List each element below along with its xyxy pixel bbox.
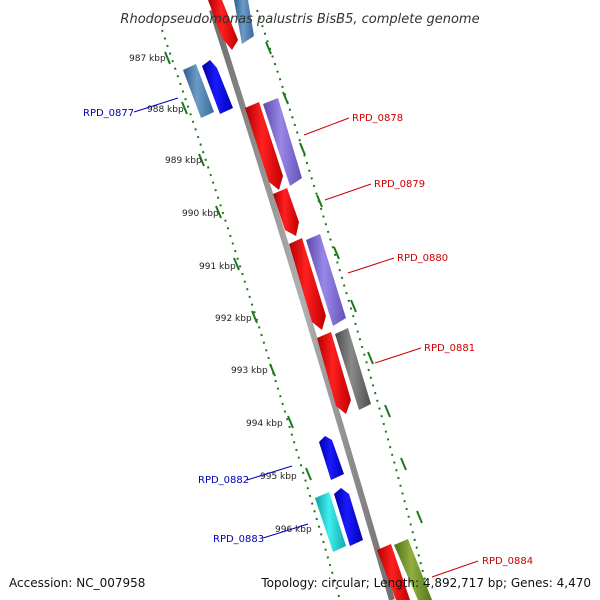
gene-arrow-rpd-0878-purple[interactable] [263, 98, 302, 186]
outer-tick-marks [265, 41, 423, 524]
gene-arrow-rpd-0883-cyan[interactable] [315, 492, 346, 552]
leader-rpd-0882 [246, 465, 293, 481]
gene-label-rpd-0883[interactable]: RPD_0883 [213, 534, 264, 545]
tick-label-994: 994 kbp [246, 419, 283, 429]
gene-arrow-rpd-0884[interactable] [377, 544, 410, 600]
tick-label-991: 991 kbp [199, 262, 236, 272]
tick-mark-987 [164, 51, 171, 65]
label-leaders [133, 97, 479, 578]
outer-ring-dotted [256, 9, 431, 600]
leader-rpd-0884 [431, 560, 479, 578]
tick-label-987: 987 kbp [129, 54, 166, 64]
gene-arrow-top-red[interactable] [208, 0, 238, 50]
tick-mark-995 [305, 467, 312, 481]
gene-arrow-rpd-0877[interactable] [202, 60, 233, 114]
tick-label-993: 993 kbp [231, 366, 268, 376]
gene-features [183, 0, 432, 600]
tick-label-990: 990 kbp [182, 209, 219, 219]
tick-mark-994 [287, 415, 294, 429]
gene-arrow-rpd-0880-purple[interactable] [306, 234, 346, 326]
leader-rpd-0877 [133, 97, 179, 113]
tick-mark-990 [215, 205, 222, 219]
gene-arrow-rpd-0880[interactable] [289, 238, 326, 330]
tick-label-992: 992 kbp [215, 314, 252, 324]
gene-labels: RPD_0877 RPD_0878 RPD_0879 RPD_0880 RPD_… [83, 108, 533, 567]
tick-mark-988 [181, 101, 188, 115]
accession-text: Accession: NC_007958 [9, 576, 145, 590]
genome-backbone [209, 9, 395, 600]
gene-arrow-rpd-0878[interactable] [245, 102, 283, 190]
gene-arrow-rpd-0879[interactable] [273, 188, 299, 236]
gene-label-rpd-0881[interactable]: RPD_0881 [424, 343, 475, 354]
leader-rpd-0880 [347, 257, 395, 274]
tick-label-989: 989 kbp [165, 156, 202, 166]
leader-rpd-0878 [303, 117, 350, 136]
genome-summary-text: Topology: circular; Length: 4,892,717 bp… [260, 576, 591, 590]
gene-label-rpd-0880[interactable]: RPD_0880 [397, 253, 448, 264]
tick-label-988: 988 kbp [147, 105, 184, 115]
tick-mark-993 [269, 363, 276, 377]
tick-labels: 987 kbp 988 kbp 989 kbp 990 kbp 991 kbp … [129, 54, 312, 535]
gene-arrow-rpd-0877-steel[interactable] [183, 64, 214, 118]
gene-arrow-rpd-0881-gray[interactable] [335, 328, 371, 410]
leader-rpd-0883 [262, 523, 309, 539]
gene-arrow-top-steel[interactable] [234, 0, 254, 44]
tick-mark-992 [251, 310, 258, 324]
gene-label-rpd-0884[interactable]: RPD_0884 [482, 556, 533, 567]
inner-ring-dotted [161, 29, 341, 600]
gene-arrow-rpd-0882[interactable] [319, 436, 344, 480]
gene-label-rpd-0882[interactable]: RPD_0882 [198, 475, 249, 486]
map-title: Rhodopseudomonas palustris BisB5, comple… [120, 12, 479, 27]
gene-arrow-rpd-0884-olive[interactable] [394, 539, 432, 600]
tick-label-996: 996 kbp [275, 525, 312, 535]
gene-label-rpd-0879[interactable]: RPD_0879 [374, 179, 425, 190]
leader-rpd-0881 [374, 347, 422, 364]
gene-arrow-rpd-0881[interactable] [317, 332, 351, 414]
tick-mark-991 [233, 257, 240, 271]
gene-label-rpd-0878[interactable]: RPD_0878 [352, 113, 403, 124]
gene-arrow-rpd-0883[interactable] [334, 488, 363, 546]
tick-label-995: 995 kbp [260, 472, 297, 482]
leader-rpd-0879 [324, 183, 372, 201]
gene-label-rpd-0877[interactable]: RPD_0877 [83, 108, 134, 119]
tick-mark-989 [198, 153, 205, 167]
